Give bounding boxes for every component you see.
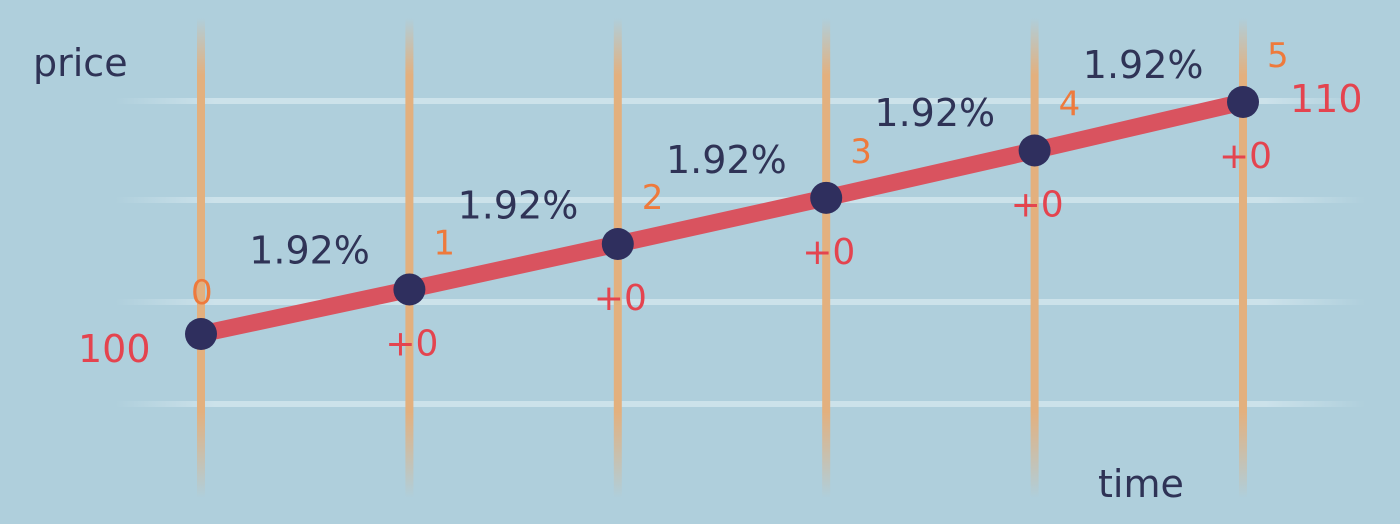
price-point [185,318,217,350]
gridline [115,98,1365,104]
price-point [810,181,843,214]
growth-rate-label: 1.92% [458,184,579,228]
step-number-label: 2 [642,178,664,218]
price-change-label: +0 [385,323,438,364]
time-step-line [1030,18,1039,498]
growth-rate-label: 1.92% [249,229,370,273]
price-change-label: +0 [1219,136,1272,177]
price-change-label: +0 [1011,184,1064,225]
step-number-label: 3 [850,132,872,172]
price-point [1018,134,1051,167]
step-number-label: 1 [433,223,455,263]
price-point [601,227,634,260]
y-axis-label: price [33,41,128,85]
price-change-label: +0 [802,232,855,273]
gridline [115,197,1365,203]
growth-rate-label: 1.92% [666,138,787,182]
price-line [192,93,1252,343]
time-step-line [197,18,205,498]
gridline [115,299,1365,305]
price-point [1227,86,1259,118]
start-value-label: 100 [78,327,151,371]
price-points [185,86,1259,350]
x-axis-label: time [1098,462,1184,506]
price-change-label: +0 [594,278,647,319]
growth-rate-label: 1.92% [1083,43,1204,87]
horizontal-gridlines [115,98,1365,407]
step-number-label: 5 [1267,36,1289,76]
growth-rate-label: 1.92% [874,91,995,135]
time-step-line [1239,18,1247,498]
step-number-label: 0 [191,273,213,313]
time-step-line [405,18,414,498]
price-point [393,273,426,306]
gridline [115,401,1365,407]
diagram-labels: price time 100 110 01+01.92%2+01.92%3+01… [33,36,1363,506]
time-step-line [822,18,831,498]
step-number-label: 4 [1059,84,1081,124]
price-line-layer [192,93,1252,343]
end-value-label: 110 [1290,77,1363,121]
